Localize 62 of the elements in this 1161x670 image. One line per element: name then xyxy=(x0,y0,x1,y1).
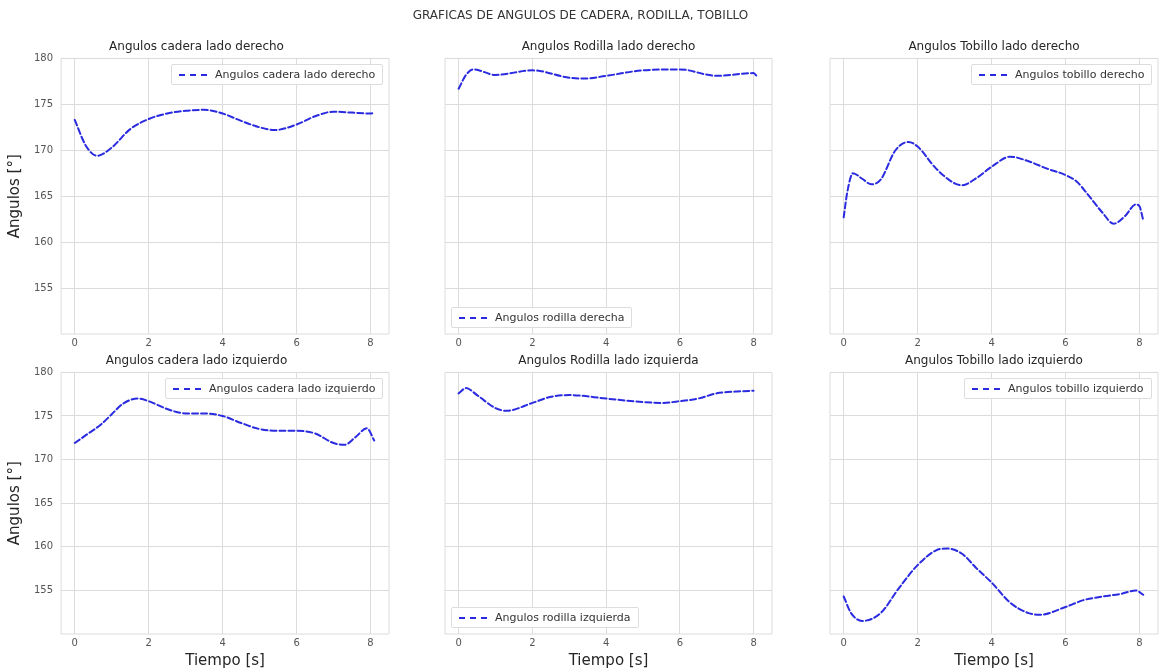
x-tick-label: 0 xyxy=(840,336,847,348)
x-tick-label: 0 xyxy=(71,636,78,648)
line-series xyxy=(73,108,376,157)
x-axis-title: Tiempo [s] xyxy=(567,650,649,669)
x-tick-label: 2 xyxy=(145,336,152,348)
chart-title: Angulos Tobillo lado derecho xyxy=(908,39,1080,54)
y-tick-label: 180 xyxy=(33,365,54,377)
legend-label: Angulos tobillo izquierdo xyxy=(1008,382,1144,396)
y-tick-label: 155 xyxy=(33,281,54,293)
x-tick-label: 4 xyxy=(219,636,226,648)
x-axis-title: Tiempo [s] xyxy=(184,650,265,669)
x-tick-label: 2 xyxy=(914,636,921,648)
x-axis-title: Tiempo [s] xyxy=(953,650,1034,669)
x-tick-label: 4 xyxy=(602,636,610,648)
y-tick-label: 175 xyxy=(33,97,54,109)
chart-title: Angulos Tobillo lado izquierdo xyxy=(905,353,1083,368)
y-tick-label: 165 xyxy=(33,496,54,508)
legend-label: Angulos rodilla derecha xyxy=(495,311,625,324)
y-tick-label: 170 xyxy=(33,143,54,155)
x-tick-label: 0 xyxy=(71,336,78,348)
x-tick-label: 6 xyxy=(293,336,300,348)
x-tick-label: 6 xyxy=(676,336,684,348)
x-tick-label: 2 xyxy=(529,636,536,648)
x-tick-label: 8 xyxy=(750,636,757,648)
chart-title: Angulos cadera lado derecho xyxy=(109,39,284,54)
x-tick-label: 0 xyxy=(840,636,847,648)
x-tick-label: 4 xyxy=(988,636,995,648)
x-tick-label: 4 xyxy=(219,336,226,348)
y-tick-label: 165 xyxy=(33,189,54,201)
chart-title: Angulos Rodilla lado derecho xyxy=(521,39,696,54)
x-tick-label: 0 xyxy=(455,336,462,348)
x-tick-label: 8 xyxy=(750,336,757,348)
legend-label: Angulos rodilla izquierda xyxy=(495,611,631,624)
chart-title: Angulos cadera lado izquierdo xyxy=(105,353,288,368)
x-tick-label: 6 xyxy=(676,636,684,648)
x-tick-label: 8 xyxy=(367,636,374,648)
y-tick-label: 155 xyxy=(33,583,54,595)
legend-label: Angulos tobillo derecho xyxy=(1015,68,1145,82)
x-tick-label: 2 xyxy=(914,336,921,348)
x-tick-label: 2 xyxy=(145,636,152,648)
x-tick-label: 8 xyxy=(1136,636,1143,648)
legend-label: Angulos cadera lado derecho xyxy=(215,68,376,82)
x-tick-label: 6 xyxy=(1062,336,1069,348)
x-tick-label: 8 xyxy=(1136,336,1143,348)
y-tick-label: 160 xyxy=(33,235,54,247)
x-tick-label: 6 xyxy=(293,636,300,648)
x-tick-label: 4 xyxy=(988,336,995,348)
text: GRAFICAS DE ANGULOS DE CADERA, RODILLA, TOBILLO xyxy=(411,8,750,22)
x-tick-label: 0 xyxy=(455,636,462,648)
y-tick-label: 160 xyxy=(33,540,54,552)
x-tick-label: 2 xyxy=(529,336,536,348)
x-tick-label: 8 xyxy=(367,336,374,348)
x-tick-label: 4 xyxy=(602,336,610,348)
legend-label: Angulos cadera lado izquierdo xyxy=(209,382,376,396)
y-tick-label: 175 xyxy=(33,409,54,421)
x-tick-label: 6 xyxy=(1062,636,1069,648)
chart-title: Angulos Rodilla lado izquierda xyxy=(518,353,699,368)
y-axis-title: Angulos [°] xyxy=(4,461,23,546)
y-axis-title: Angulos [°] xyxy=(4,154,23,239)
y-tick-label: 170 xyxy=(33,453,54,465)
y-tick-label: 180 xyxy=(33,51,54,63)
line-series xyxy=(73,397,376,446)
